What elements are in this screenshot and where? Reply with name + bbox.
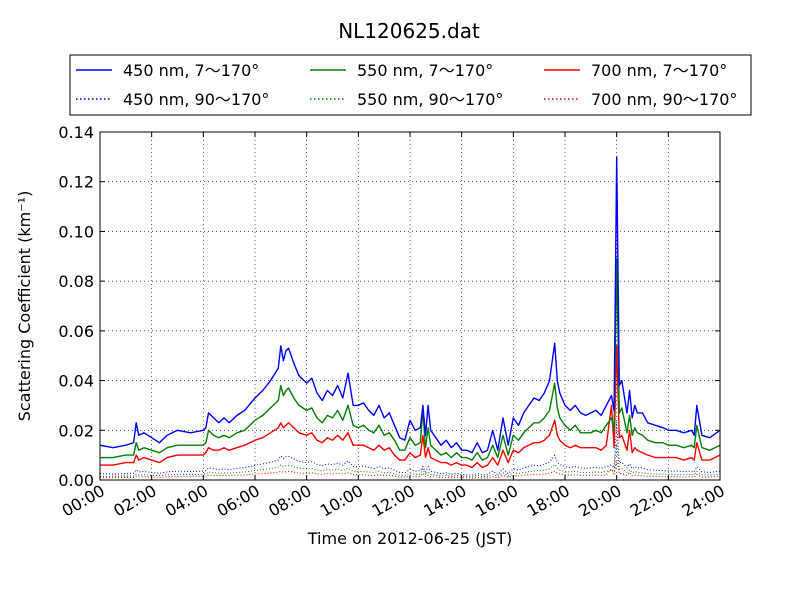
series-line xyxy=(100,345,721,469)
x-tick-label: 16:00 xyxy=(472,481,521,521)
x-tick-label: 14:00 xyxy=(420,481,469,521)
y-tick-label: 0.04 xyxy=(58,372,94,391)
series-dotted-line xyxy=(99,421,721,476)
y-tick-label: 0.00 xyxy=(58,471,94,490)
x-tick-label: 10:00 xyxy=(317,481,366,521)
y-tick-label: 0.08 xyxy=(58,272,94,291)
legend: 450 nm, 7～170° 550 nm, 7～170° 700 nm, 7～17… xyxy=(69,54,752,116)
legend-frame xyxy=(69,54,752,116)
x-tick-label: 18:00 xyxy=(524,481,573,521)
series-dotted-line xyxy=(100,459,721,479)
legend-label: 550 nm, 90～170° xyxy=(357,90,503,109)
x-tick-label: 06:00 xyxy=(214,481,263,521)
y-tick-label: 0.12 xyxy=(58,173,94,192)
chart-title: NL120625.dat xyxy=(338,19,480,43)
legend-label: 450 nm, 7～170° xyxy=(123,61,259,80)
x-tick-label: 04:00 xyxy=(162,481,211,521)
series-line xyxy=(99,156,721,454)
y-tick-label: 0.14 xyxy=(58,123,94,142)
y-axis-label: Scattering Coefficient (km⁻¹) xyxy=(15,191,34,422)
x-tick-label: 02:00 xyxy=(110,481,159,521)
x-tick-label: 20:00 xyxy=(575,481,624,521)
y-tick-label: 0.02 xyxy=(58,421,94,440)
plot-area: 00:00 02:00 04:00 06:00 08:00 10:00 12:00 14:00… xyxy=(58,123,728,521)
y-tick-label: 0.10 xyxy=(58,222,94,241)
legend-label: 450 nm, 90～170° xyxy=(123,90,269,109)
legend-label: 700 nm, 90～170° xyxy=(591,90,737,109)
x-axis-label: Time on 2012-06-25 (JST) xyxy=(307,529,512,548)
legend-label: 700 nm, 7～170° xyxy=(591,61,727,80)
x-tick-label: 24:00 xyxy=(679,481,728,521)
x-tick-label: 22:00 xyxy=(627,481,676,521)
x-tick-label: 12:00 xyxy=(369,481,418,521)
legend-label: 550 nm, 7～170° xyxy=(357,61,493,80)
x-tick-label: 08:00 xyxy=(265,481,314,521)
series-dotted-line xyxy=(100,444,721,478)
y-tick-label: 0.06 xyxy=(58,322,94,341)
